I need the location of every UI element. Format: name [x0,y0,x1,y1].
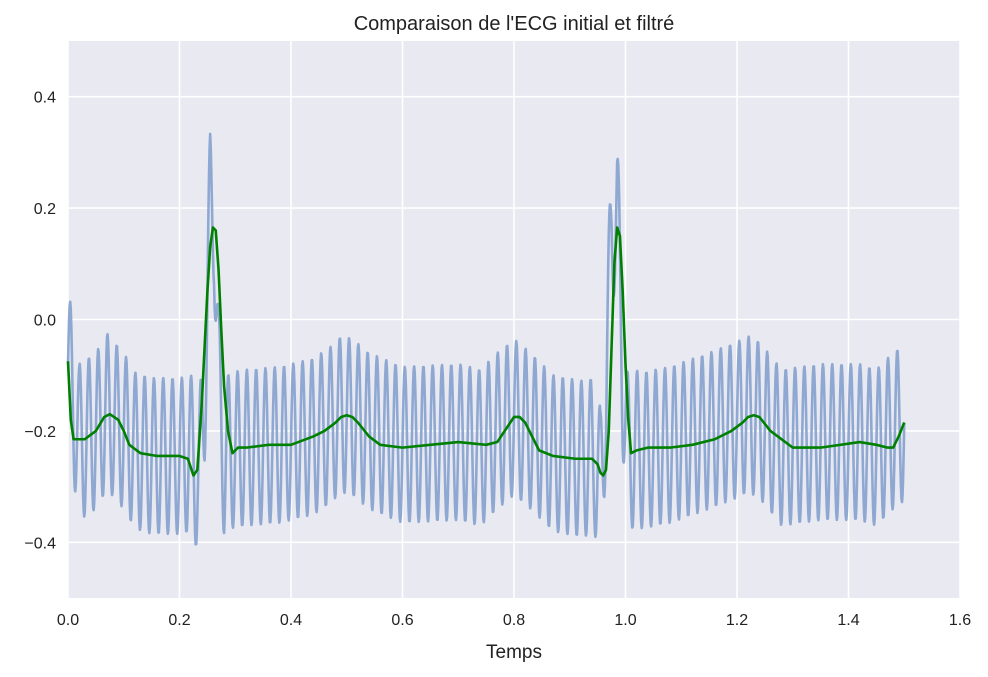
y-tick-label: 0.4 [34,90,56,107]
series-line-filtered [66,226,906,477]
x-axis-label: Temps [486,642,542,663]
x-tick-label: 1.0 [614,612,636,629]
x-tick-label: 0.8 [503,612,525,629]
x-tick-label: 0.2 [168,612,190,629]
y-tick-label: 0.2 [34,201,56,218]
y-tick-label: 0.0 [34,313,56,330]
x-tick-label: 1.4 [837,612,859,629]
tick-labels: 0.0 0.2 0.4 0.6 0.8 1.0 1.2 1.4 1.6 −0.4 −0.2 0.0 0.… [24,90,971,629]
x-tick-label: 0.0 [57,612,79,629]
y-tick-label: −0.4 [24,535,56,552]
x-tick-label: 0.6 [391,612,413,629]
x-tick-label: 0.4 [280,612,302,629]
x-tick-label: 1.2 [726,612,748,629]
y-tick-label: −0.2 [24,424,56,441]
series-layer [66,132,906,546]
x-tick-label: 1.6 [949,612,971,629]
chart-title: Comparaison de l'ECG initial et filtré [354,13,675,35]
